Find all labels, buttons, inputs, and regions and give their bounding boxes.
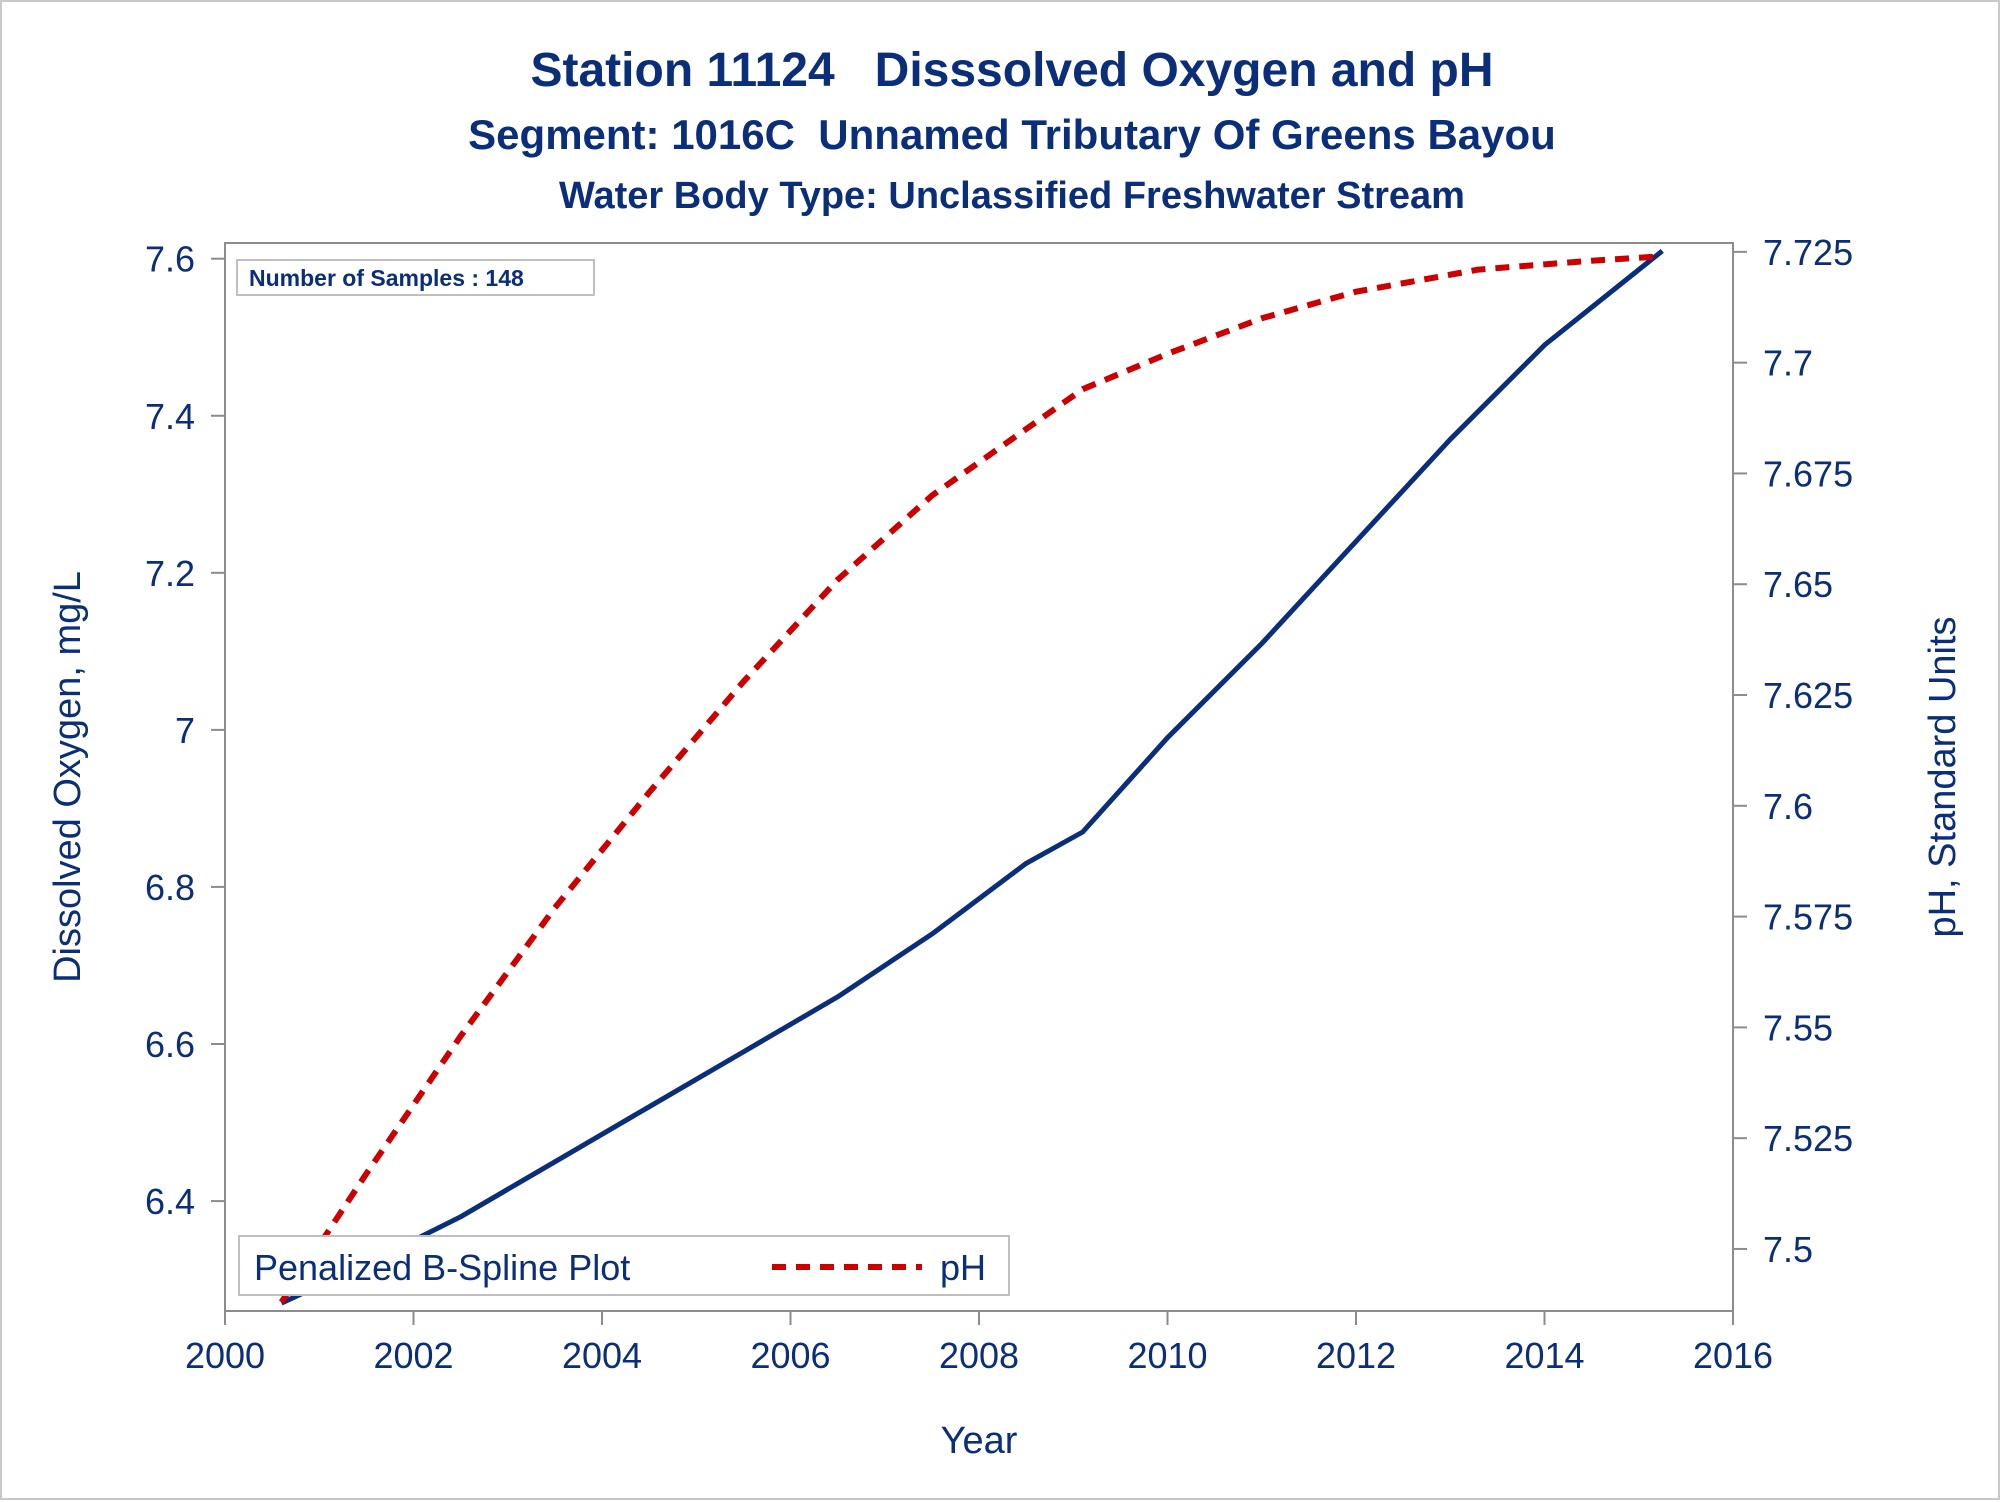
legend-ph-label: pH [940, 1247, 986, 1288]
chart-title: Station 11124 Disssolved Oxygen and pH [530, 44, 1493, 97]
x-tick-label: 2000 [185, 1335, 265, 1376]
chart-subtitle-2: Water Body Type: Unclassified Freshwater… [559, 175, 1465, 217]
y2-tick-label: 7.55 [1763, 1007, 1833, 1048]
y2-tick-label: 7.65 [1763, 564, 1833, 605]
y-tick-label: 7 [175, 710, 195, 751]
y2-axis-label: pH, Standard Units [1922, 616, 1964, 937]
y2-tick-label: 7.575 [1763, 897, 1853, 938]
ph-series-line [278, 253, 1663, 1304]
x-tick-label: 2016 [1693, 1335, 1773, 1376]
y2-tick-label: 7.6 [1763, 786, 1813, 827]
plot-area [224, 242, 1734, 1312]
y-tick-label: 6.6 [145, 1024, 195, 1065]
series-layer [278, 248, 1664, 1306]
y-axis-right: 7.5 7.525 7.55 7.575 7.6 7.625 7.65 7.675 7.7 7.7… [1733, 232, 1853, 1270]
sample-count-box [236, 259, 595, 296]
legend-title: Penalized B-Spline Plot [254, 1247, 630, 1288]
x-axis-label: Year [941, 1420, 1018, 1462]
y-tick-label: 7.6 [145, 239, 195, 280]
sample-count-label: Number of Samples : 148 [249, 265, 524, 291]
y2-tick-label: 7.725 [1763, 232, 1853, 273]
y2-tick-label: 7.5 [1763, 1229, 1813, 1270]
x-axis: 2000 2002 2004 2006 2008 2010 2012 2014 2016 [185, 1311, 1773, 1376]
x-tick-label: 2002 [373, 1335, 453, 1376]
y2-tick-label: 7.525 [1763, 1118, 1853, 1159]
y2-tick-label: 7.675 [1763, 453, 1853, 494]
x-tick-label: 2008 [939, 1335, 1019, 1376]
y2-tick-label: 7.7 [1763, 343, 1813, 384]
x-tick-label: 2014 [1504, 1335, 1584, 1376]
x-tick-label: 2012 [1316, 1335, 1396, 1376]
y-tick-label: 6.4 [145, 1181, 195, 1222]
y2-tick-label: 7.625 [1763, 675, 1853, 716]
y-axis-left: 6.4 6.6 6.8 7 7.2 7.4 7.6 [145, 239, 225, 1222]
dissolved-oxygen-series-line [280, 248, 1664, 1306]
x-tick-label: 2010 [1127, 1335, 1207, 1376]
y-tick-label: 6.8 [145, 867, 195, 908]
y-tick-label: 7.4 [145, 396, 195, 437]
chart-subtitle: Segment: 1016C Unnamed Tributary Of Gree… [468, 111, 1556, 158]
y-tick-label: 7.2 [145, 553, 195, 594]
y-axis-label: Dissolved Oxygen, mg/L [47, 571, 89, 983]
x-tick-label: 2006 [750, 1335, 830, 1376]
x-tick-label: 2004 [562, 1335, 642, 1376]
